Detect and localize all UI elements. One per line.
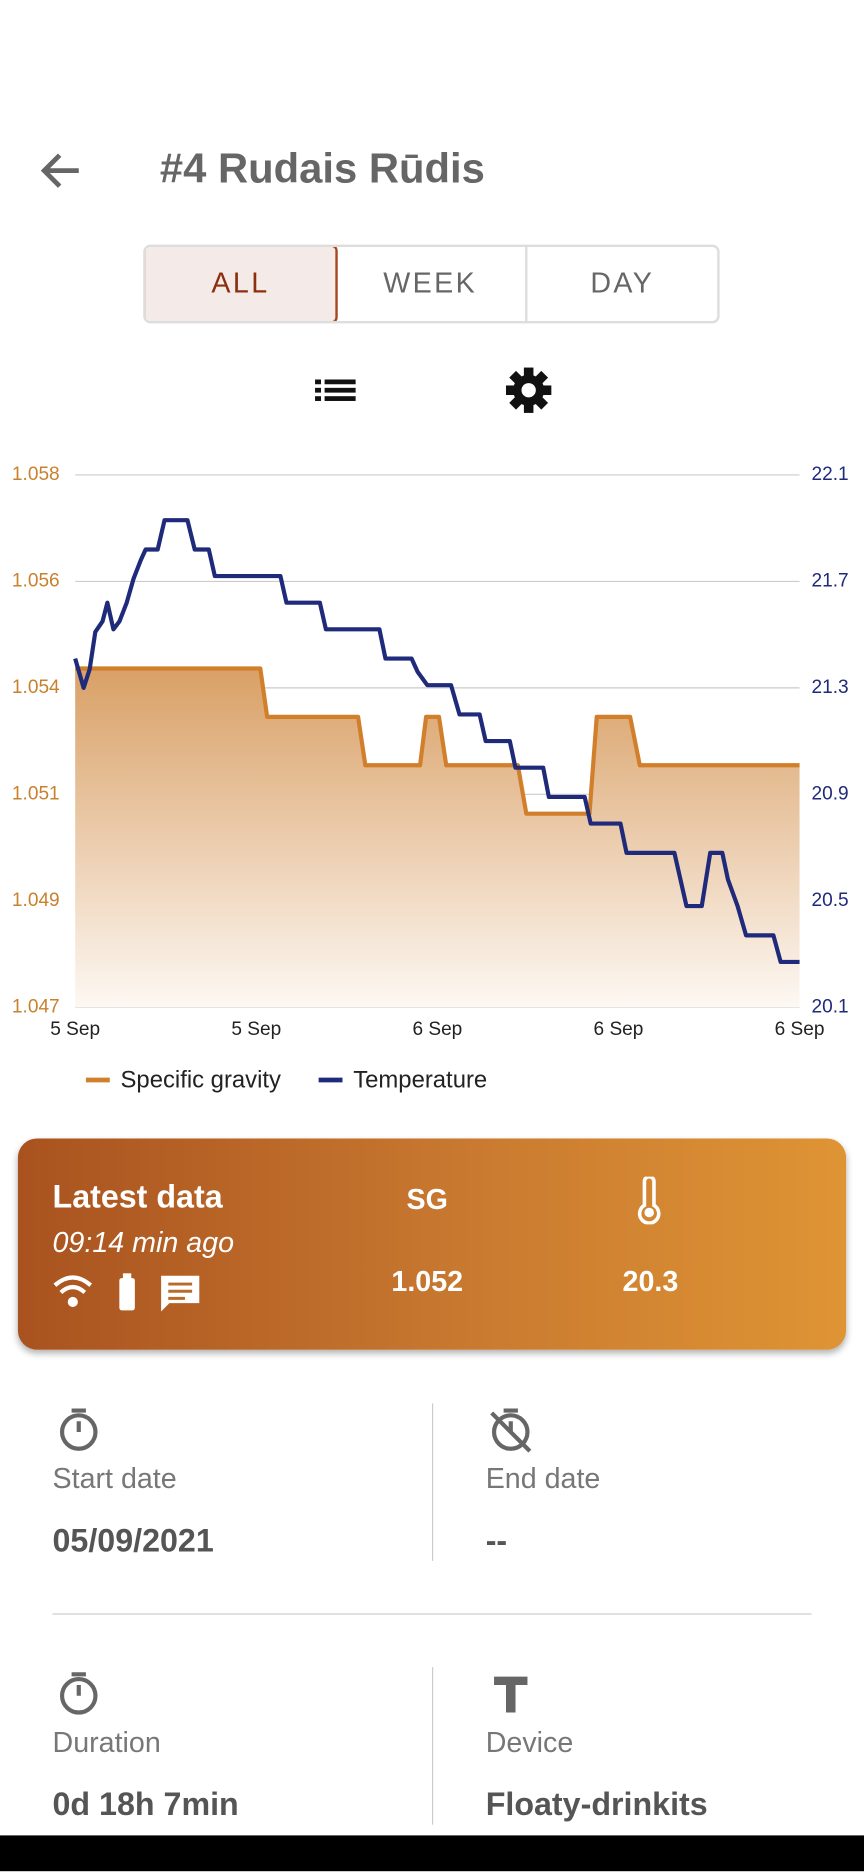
y2-tick-label: 20.9	[811, 783, 848, 804]
info-value: 05/09/2021	[52, 1522, 214, 1559]
temp-value: 20.3	[622, 1266, 679, 1299]
thermometer-icon	[637, 1176, 661, 1225]
card-title: Latest data	[52, 1179, 223, 1215]
x-tick-label: 5 Sep	[231, 1019, 281, 1040]
y-tick-label: 1.051	[12, 783, 60, 804]
tab[interactable]: WEEK	[383, 267, 478, 300]
settings-button[interactable]	[505, 366, 553, 414]
y2-tick-label: 21.3	[811, 677, 848, 698]
tab[interactable]: ALL	[145, 247, 338, 322]
back-button[interactable]	[36, 148, 84, 196]
chart: 1.047 1.049 1.051 1.054 1.056 1.058 20.1 20.5 20…	[12, 464, 849, 1093]
area	[75, 668, 800, 1008]
tab[interactable]: DAY	[525, 247, 717, 322]
info-label: Device	[485, 1726, 574, 1760]
y-tick-label: 1.049	[12, 890, 60, 911]
legend-label: Specific gravity	[121, 1066, 282, 1093]
timer-icon	[59, 1672, 98, 1715]
divider	[431, 1403, 434, 1561]
x-tick-label: 5 Sep	[50, 1019, 100, 1040]
info-label: Duration	[52, 1726, 161, 1760]
info-label: End date	[485, 1463, 601, 1496]
sg-label: SG	[406, 1183, 448, 1217]
x-tick-label: 6 Sep	[412, 1019, 462, 1040]
y2-tick-label: 20.5	[811, 890, 848, 911]
timer-icon	[59, 1408, 98, 1451]
divider	[52, 1613, 812, 1615]
card-time: 09:14 min ago	[52, 1226, 235, 1260]
y-tick-label: 1.056	[12, 570, 60, 591]
nav-bar	[0, 1835, 864, 1872]
info-value: Floaty-drinkits	[485, 1786, 708, 1823]
timer-off-icon	[490, 1408, 532, 1453]
sg-value: 1.052	[391, 1266, 464, 1299]
y2-tick-label: 21.7	[811, 570, 848, 591]
list-button[interactable]	[313, 375, 358, 406]
legend-label: Temperature	[353, 1066, 487, 1093]
device-icon	[494, 1676, 528, 1713]
latest-card: Latest data 09:14 min ago SG 1.052 20.3	[17, 1138, 847, 1350]
range-tabs: ALL WEEK DAY	[143, 244, 720, 324]
y-tick-label: 1.058	[12, 464, 60, 485]
status-icons	[53, 1273, 200, 1312]
info-value: --	[485, 1522, 508, 1559]
info-label: Start date	[52, 1463, 177, 1496]
x-tick-label: 6 Sep	[594, 1019, 644, 1040]
page-title: #4 Rudais Rūdis	[159, 145, 485, 193]
y2-tick-label: 22.1	[811, 464, 848, 485]
y2-tick-label: 20.1	[811, 996, 848, 1017]
line	[73, 518, 800, 965]
info-value: 0d 18h 7min	[52, 1786, 239, 1823]
line	[75, 666, 800, 816]
y-tick-label: 1.054	[12, 677, 60, 698]
divider	[431, 1667, 434, 1825]
y-tick-label: 1.047	[12, 996, 60, 1017]
x-tick-label: 6 Sep	[775, 1019, 825, 1040]
